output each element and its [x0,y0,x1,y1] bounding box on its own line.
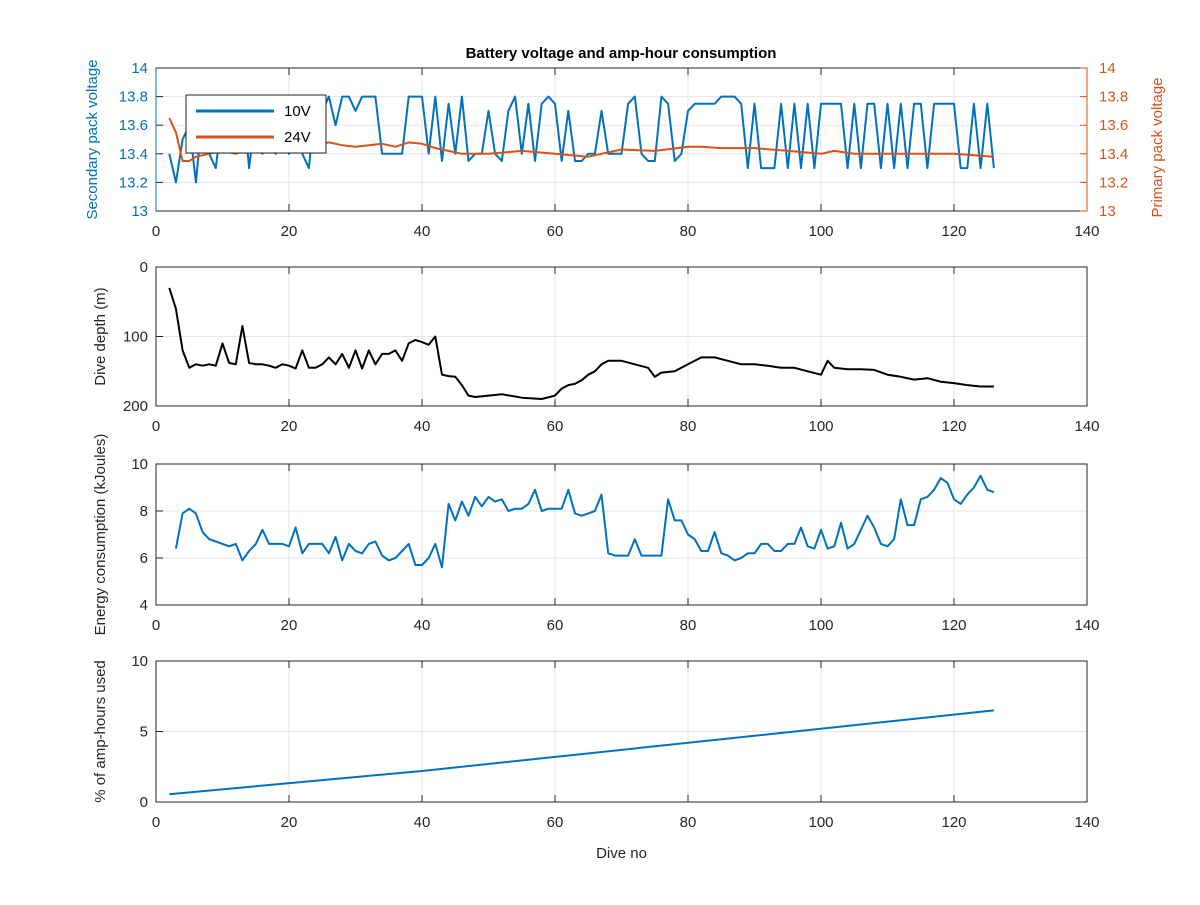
x-tick-label: 80 [680,418,697,435]
y-tick-label: 200 [123,398,148,415]
y-right-tick-label: 13.4 [1099,146,1128,163]
x-tick-label: 20 [281,223,298,240]
legend-label: 10V [284,103,311,120]
series-line-panel4 [169,709,995,796]
x-tick-label: 140 [1074,617,1099,634]
y-tick-label: 13.4 [119,146,148,163]
x-tick-label: 0 [152,223,160,240]
x-tick-label: 120 [941,617,966,634]
x-tick-label: 140 [1074,418,1099,435]
y-tick-label: 10 [131,653,148,670]
y-tick-label: 0 [140,794,148,811]
x-tick-label: 40 [414,814,431,831]
y-axis-label-right: Primary pack voltage [1149,77,1166,217]
x-tick-label: 120 [941,814,966,831]
y-axis-label: Energy consumption (kJoules) [92,434,109,636]
x-tick-label: 20 [281,814,298,831]
y-tick-label: 13.2 [119,174,148,191]
y-tick-label: 8 [140,503,148,520]
series-line-10v [168,95,995,184]
x-tick-label: 60 [547,418,564,435]
y-tick-label: 14 [131,60,148,77]
y-tick-label: 13.8 [119,89,148,106]
y-right-tick-label: 13.2 [1099,174,1128,191]
x-tick-label: 100 [808,814,833,831]
y-right-tick-label: 14 [1099,60,1116,77]
legend-label: 24V [284,129,311,146]
x-tick-label: 20 [281,617,298,634]
series-line-panel2 [168,287,994,400]
x-tick-label: 100 [808,223,833,240]
y-tick-label: 13 [131,203,148,220]
x-tick-label: 80 [680,617,697,634]
x-axis-label: Dive no [596,845,647,862]
y-tick-label: 6 [140,550,148,567]
y-right-tick-label: 13 [1099,203,1116,220]
y-right-tick-label: 13.8 [1099,89,1128,106]
x-tick-label: 60 [547,617,564,634]
y-tick-label: 100 [123,329,148,346]
y-tick-label: 13.6 [119,117,148,134]
y-tick-label: 10 [131,456,148,473]
x-tick-label: 140 [1074,223,1099,240]
series-line-24v [168,117,994,162]
x-tick-label: 100 [808,617,833,634]
x-tick-label: 20 [281,418,298,435]
series-line-panel3 [174,474,995,569]
x-tick-label: 0 [152,418,160,435]
axes-box [155,463,1088,606]
chart-title: Battery voltage and amp-hour consumption [466,45,777,62]
x-tick-label: 60 [547,814,564,831]
x-tick-label: 40 [414,223,431,240]
y-axis-label: Dive depth (m) [92,287,109,385]
x-tick-label: 60 [547,223,564,240]
x-tick-label: 0 [152,814,160,831]
y-tick-label: 5 [140,724,148,741]
x-tick-label: 40 [414,617,431,634]
x-tick-label: 140 [1074,814,1099,831]
y-right-tick-label: 13.6 [1099,117,1128,134]
x-tick-label: 120 [941,223,966,240]
x-tick-label: 80 [680,814,697,831]
y-tick-label: 4 [140,597,148,614]
x-tick-label: 0 [152,617,160,634]
x-tick-label: 40 [414,418,431,435]
y-axis-label: Secondary pack voltage [84,59,101,219]
legend-box [185,94,327,154]
y-axis-label: % of amp-hours used [92,660,109,803]
x-tick-label: 120 [941,418,966,435]
y-tick-label: 0 [140,259,148,276]
x-tick-label: 100 [808,418,833,435]
x-tick-label: 80 [680,223,697,240]
